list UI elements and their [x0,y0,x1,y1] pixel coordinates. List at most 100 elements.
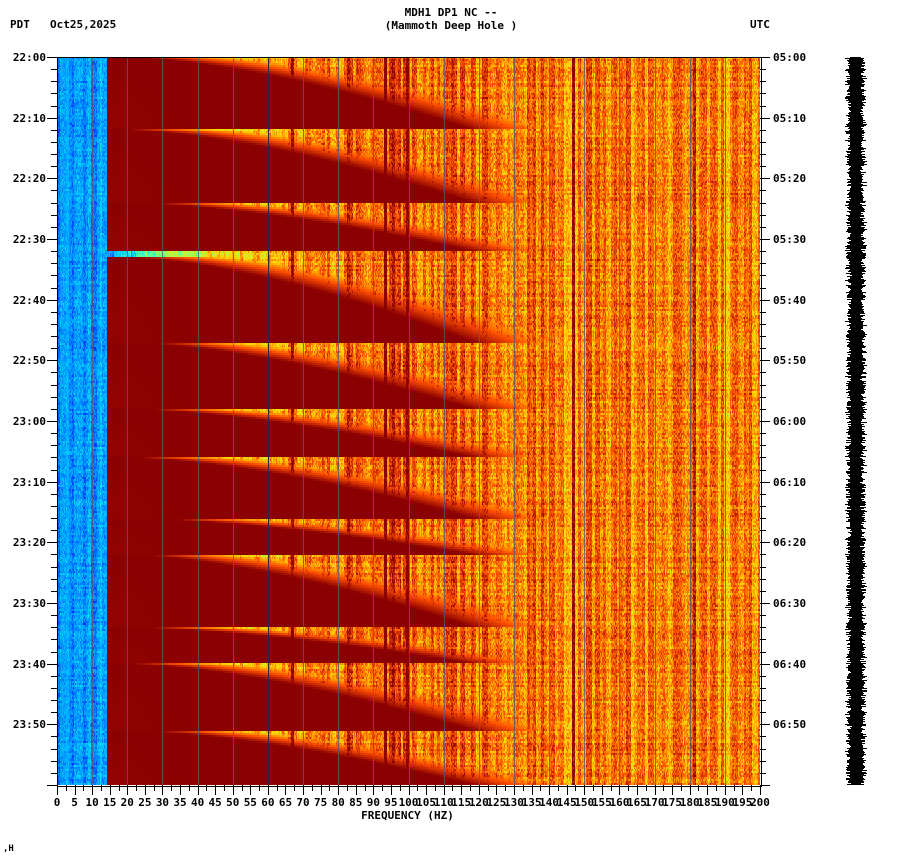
frequency-tick [523,785,524,791]
time-label-pdt: 22:10 [12,112,46,125]
frequency-tick [110,785,111,795]
time-tick-right [760,579,766,580]
frequency-tick [646,785,647,791]
frequency-label: 75 [314,796,328,809]
time-label-pdt: 23:50 [12,718,46,731]
time-tick-right [760,542,770,543]
frequency-label: 105 [416,796,436,809]
time-tick-right [760,652,766,653]
time-label-utc: 05:00 [773,51,807,64]
frequency-label: 115 [451,796,472,809]
frequency-tick [259,785,260,791]
time-tick-right [760,324,766,325]
frequency-tick [452,785,453,791]
time-tick-right [760,409,766,410]
frequency-tick [637,785,638,795]
frequency-label: 45 [208,796,222,809]
frequency-tick [619,785,620,795]
timezone-label-right: UTC [750,18,770,31]
frequency-label: 100 [398,796,419,809]
time-tick-right [760,118,770,119]
frequency-tick [154,785,155,791]
frequency-tick [75,785,76,795]
time-tick-right [760,360,770,361]
time-tick-right [760,178,770,179]
time-tick-right [760,688,766,689]
frequency-tick [347,785,348,791]
waveform-strip [845,57,867,785]
time-tick-right [760,615,766,616]
frequency-label: 0 [53,796,61,809]
frequency-label: 140 [539,796,560,809]
time-tick-right [760,530,766,531]
time-tick-right [760,227,766,228]
time-tick-right [760,700,766,701]
frequency-tick [681,785,682,791]
frequency-tick [655,785,656,795]
frequency-label: 60 [261,796,275,809]
frequency-tick [145,785,146,795]
time-tick-right [760,724,770,725]
frequency-label: 5 [71,796,78,809]
time-tick-left [47,178,57,179]
frequency-tick [233,785,234,795]
frequency-tick [268,785,269,795]
frequency-tick [127,785,128,795]
time-tick-right [760,470,766,471]
frequency-label: 50 [226,796,240,809]
time-label-utc: 06:10 [773,476,807,489]
frequency-tick [558,785,559,791]
time-label-utc: 05:10 [773,112,807,125]
frequency-label: 120 [468,796,489,809]
frequency-tick [725,785,726,795]
time-tick-right [760,239,770,240]
frequency-label: 150 [574,796,595,809]
frequency-label: 55 [243,796,257,809]
frequency-label: 170 [644,796,665,809]
frequency-tick [356,785,357,795]
frequency-tick [734,785,735,791]
time-tick-right [760,457,766,458]
time-tick-right [760,312,766,313]
time-label-utc: 06:30 [773,597,807,610]
time-tick-left [47,57,57,58]
time-tick-right [760,554,766,555]
frequency-label: 95 [384,796,398,809]
frequency-tick [532,785,533,795]
time-label-utc: 06:00 [773,415,807,428]
time-label-utc: 05:30 [773,233,807,246]
frequency-tick [224,785,225,791]
frequency-tick [285,785,286,795]
frequency-label: 110 [433,796,454,809]
time-tick-right [760,166,766,167]
time-tick-left [47,724,57,725]
frequency-tick [303,785,304,795]
frequency-tick [461,785,462,795]
frequency-tick [83,785,84,791]
time-tick-right [760,215,766,216]
frequency-tick [198,785,199,795]
time-tick-left [47,300,57,301]
time-tick-right [760,288,766,289]
frequency-tick [611,785,612,791]
time-tick-left [47,542,57,543]
frequency-label: 40 [190,796,205,809]
time-tick-right [760,275,766,276]
time-tick-right [760,712,766,713]
frequency-tick [690,785,691,795]
time-tick-right [760,421,770,422]
frequency-label: 25 [138,796,152,809]
time-tick-right [760,348,766,349]
frequency-tick [294,785,295,791]
frequency-label: 30 [155,796,170,809]
frequency-label: 135 [521,796,542,809]
time-tick-right [760,567,766,568]
frequency-tick [373,785,374,795]
time-tick-right [760,336,766,337]
frequency-tick [663,785,664,791]
time-tick-right [760,190,766,191]
time-label-pdt: 23:30 [12,597,46,610]
frequency-tick [584,785,585,795]
frequency-tick [417,785,418,791]
time-label-pdt: 22:30 [12,233,46,246]
